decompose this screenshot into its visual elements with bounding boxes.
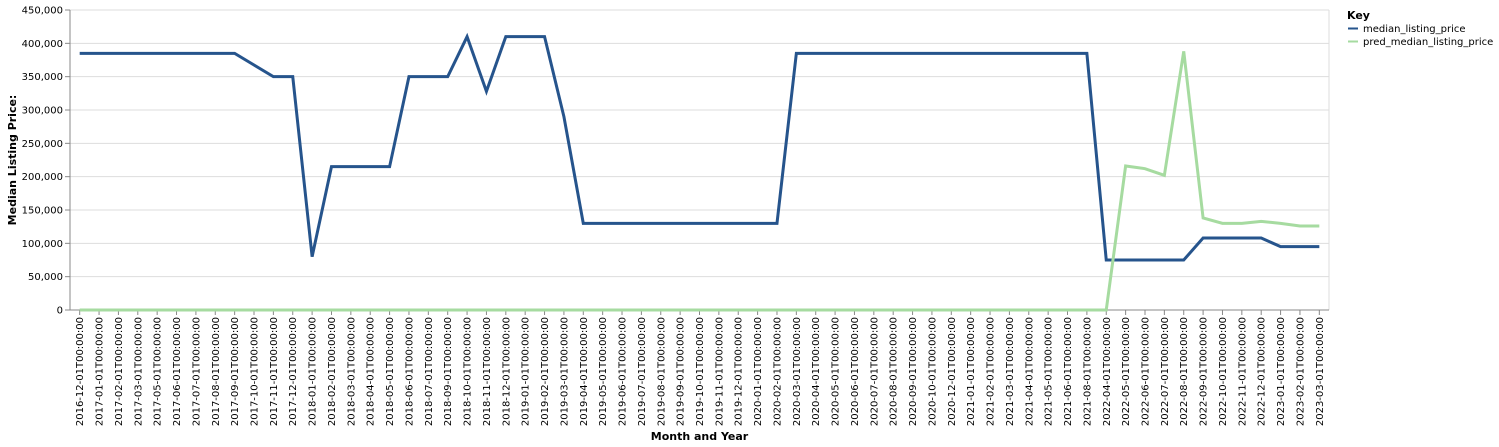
- y-tick-label: 350,000: [22, 72, 63, 83]
- x-tick-label: 2017-02-01T00:00:00: [114, 317, 125, 426]
- x-axis-title: Month and Year: [651, 430, 749, 443]
- x-tick-label: 2016-12-01T00:00:00: [75, 317, 86, 426]
- y-tick-label: 150,000: [22, 206, 63, 217]
- x-tick-label: 2023-03-01T00:00:00: [1315, 317, 1326, 426]
- x-tick-label: 2020-10-01T00:00:00: [927, 317, 938, 426]
- series-line-median_listing_price: [79, 32, 1320, 262]
- x-tick-label: 2019-12-01T00:00:00: [734, 317, 745, 426]
- x-tick-label: 2022-05-01T00:00:00: [1121, 317, 1132, 426]
- x-tick-label: 2019-03-01T00:00:00: [559, 317, 570, 426]
- x-tick-label: 2018-06-01T00:00:00: [404, 317, 415, 426]
- axes: 0 50,000 100,000 150,000 200,000 250,000 300,0…: [22, 6, 1329, 426]
- y-axis-title: Median Listing Price:: [6, 95, 19, 226]
- x-tick-label: 2019-01-01T00:00:00: [521, 317, 532, 426]
- x-tick-label: 2019-11-01T00:00:00: [714, 317, 725, 426]
- x-tick-label: 2021-02-01T00:00:00: [986, 317, 997, 426]
- x-tick-label: 2017-11-01T00:00:00: [269, 317, 280, 426]
- x-tick-label: 2020-02-01T00:00:00: [772, 317, 783, 426]
- x-tick-label: 2021-05-01T00:00:00: [1044, 317, 1055, 426]
- x-tick-label: 2022-11-01T00:00:00: [1237, 317, 1248, 426]
- series-line-pred_median_listing_price: [79, 51, 1320, 312]
- x-tick-label: 2018-02-01T00:00:00: [327, 317, 338, 426]
- x-tick-label: 2022-04-01T00:00:00: [1102, 317, 1113, 426]
- y-tick-label: 300,000: [22, 106, 63, 117]
- x-tick-label: 2018-10-01T00:00:00: [463, 317, 474, 426]
- y-tick-label: 400,000: [22, 39, 63, 50]
- y-tick-label: 450,000: [22, 6, 63, 17]
- x-tick-label: 2018-01-01T00:00:00: [308, 317, 319, 426]
- x-tick-label: 2022-12-01T00:00:00: [1257, 317, 1268, 426]
- x-tick-label: 2018-04-01T00:00:00: [366, 317, 377, 426]
- y-tick-label: 100,000: [22, 239, 63, 250]
- x-tick-label: 2020-08-01T00:00:00: [889, 317, 900, 426]
- x-tick-label: 2022-07-01T00:00:00: [1160, 317, 1171, 426]
- x-tick-label: 2019-04-01T00:00:00: [579, 317, 590, 426]
- x-tick-label: 2020-01-01T00:00:00: [753, 317, 764, 426]
- x-tick-label: 2022-10-01T00:00:00: [1218, 317, 1229, 426]
- x-tick-label: 2019-10-01T00:00:00: [695, 317, 706, 426]
- x-tick-label: 2018-11-01T00:00:00: [482, 317, 493, 426]
- x-tick-label: 2021-04-01T00:00:00: [1024, 317, 1035, 426]
- x-tick-label: 2019-07-01T00:00:00: [637, 317, 648, 426]
- x-tick-label: 2017-09-01T00:00:00: [230, 317, 241, 426]
- x-tick-label: 2017-07-01T00:00:00: [191, 317, 202, 426]
- x-tick-label: 2019-06-01T00:00:00: [618, 317, 629, 426]
- x-tick-label: 2017-08-01T00:00:00: [211, 317, 222, 426]
- x-tick-label: 2020-09-01T00:00:00: [908, 317, 919, 426]
- gridlines: [70, 9, 1330, 311]
- y-tick-label: 250,000: [22, 139, 63, 150]
- legend-label-pred_median_listing_price: pred_median_listing_price: [1363, 37, 1493, 48]
- x-tick-label: 2018-09-01T00:00:00: [443, 317, 454, 426]
- x-tick-label: 2020-03-01T00:00:00: [792, 317, 803, 426]
- x-tick-label: 2020-04-01T00:00:00: [811, 317, 822, 426]
- y-tick-label: 200,000: [22, 172, 63, 183]
- legend: Key median_listing_price pred_median_list…: [1347, 9, 1493, 48]
- legend-title: Key: [1347, 9, 1370, 22]
- legend-items: median_listing_price pred_median_listing_…: [1348, 24, 1493, 48]
- y-tick-label: 0: [57, 306, 63, 317]
- x-tick-label: 2018-03-01T00:00:00: [346, 317, 357, 426]
- x-tick-label: 2019-08-01T00:00:00: [656, 317, 667, 426]
- x-tick-label: 2020-12-01T00:00:00: [947, 317, 958, 426]
- series-lines: [79, 32, 1320, 312]
- x-tick-label: 2022-06-01T00:00:00: [1140, 317, 1151, 426]
- x-tick-label: 2019-02-01T00:00:00: [540, 317, 551, 426]
- x-tick-label: 2018-05-01T00:00:00: [385, 317, 396, 426]
- x-tick-label: 2020-07-01T00:00:00: [869, 317, 880, 426]
- y-tick-label: 50,000: [28, 272, 63, 283]
- x-tick-label: 2021-03-01T00:00:00: [1005, 317, 1016, 426]
- x-tick-label: 2017-12-01T00:00:00: [288, 317, 299, 426]
- x-tick-label: 2021-06-01T00:00:00: [1063, 317, 1074, 426]
- x-tick-label: 2023-01-01T00:00:00: [1276, 317, 1287, 426]
- x-tick-label: 2020-06-01T00:00:00: [850, 317, 861, 426]
- x-tick-label: 2022-09-01T00:00:00: [1199, 317, 1210, 426]
- x-tick-label: 2018-12-01T00:00:00: [501, 317, 512, 426]
- x-tick-label: 2023-02-01T00:00:00: [1295, 317, 1306, 426]
- legend-label-median_listing_price: median_listing_price: [1363, 24, 1466, 35]
- x-tick-label: 2017-10-01T00:00:00: [250, 317, 261, 426]
- x-tick-label: 2019-05-01T00:00:00: [598, 317, 609, 426]
- x-tick-label: 2017-06-01T00:00:00: [172, 317, 183, 426]
- x-tick-label: 2019-09-01T00:00:00: [676, 317, 687, 426]
- x-tick-label: 2021-01-01T00:00:00: [966, 317, 977, 426]
- x-tick-label: 2022-08-01T00:00:00: [1179, 317, 1190, 426]
- x-tick-label: 2017-01-01T00:00:00: [95, 317, 106, 426]
- x-tick-label: 2017-03-01T00:00:00: [133, 317, 144, 426]
- x-tick-label: 2020-05-01T00:00:00: [831, 317, 842, 426]
- x-tick-label: 2017-05-01T00:00:00: [153, 317, 164, 426]
- x-tick-label: 2021-08-01T00:00:00: [1082, 317, 1093, 426]
- x-tick-label: 2018-07-01T00:00:00: [424, 317, 435, 426]
